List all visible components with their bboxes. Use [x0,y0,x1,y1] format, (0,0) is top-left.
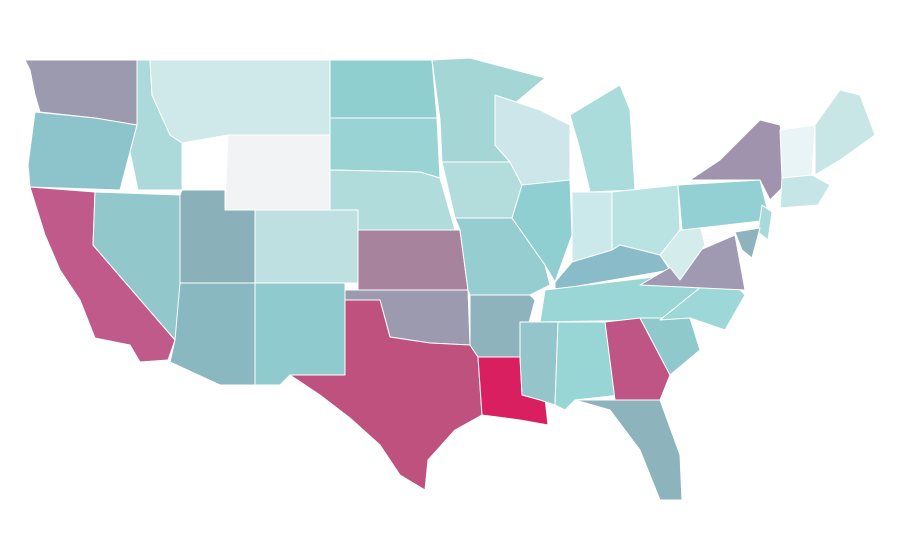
state [779,124,816,179]
state [329,59,438,119]
state [27,111,138,191]
state [289,299,483,491]
state [149,59,331,144]
state [604,317,671,401]
state [814,89,876,176]
state [329,117,441,179]
state [779,174,831,209]
state [659,224,706,281]
state [757,204,773,241]
state [734,227,761,259]
state [569,84,636,193]
state [254,209,359,284]
state [441,161,523,219]
state [224,134,331,211]
state [677,179,771,231]
state [519,321,559,406]
state [574,399,683,501]
state [169,282,256,386]
state [357,229,469,291]
state [254,282,346,386]
